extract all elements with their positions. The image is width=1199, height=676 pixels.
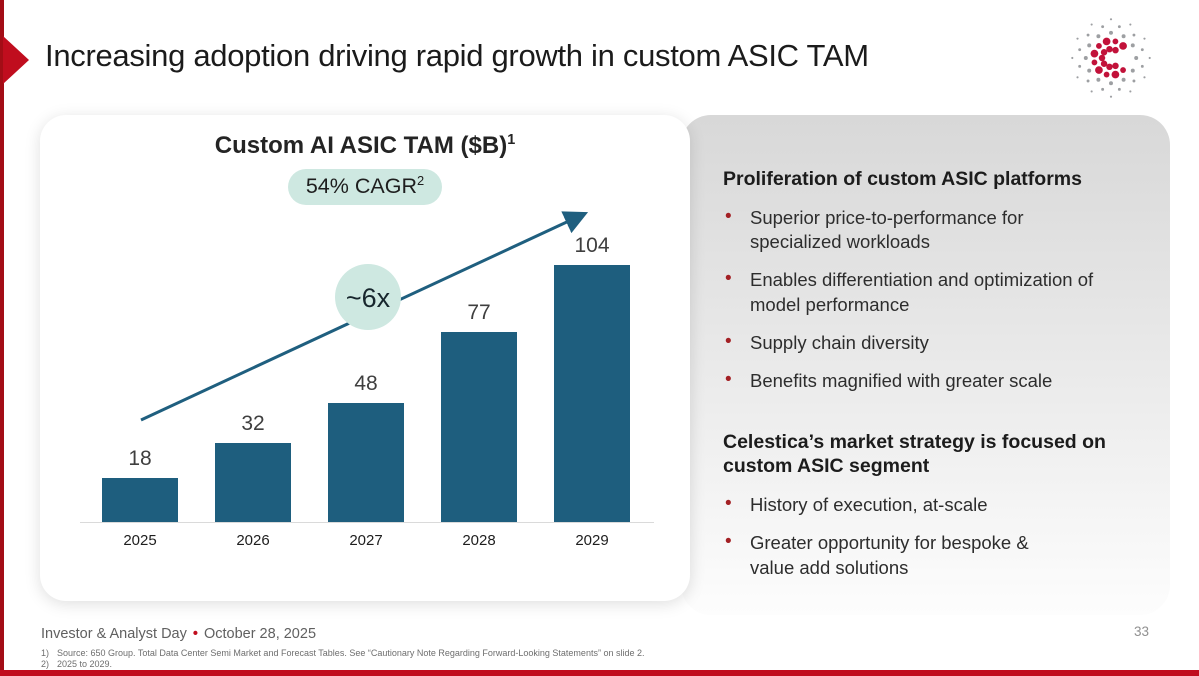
bar-2027 [328,403,404,522]
left-accent-bar [0,0,4,676]
bar-value-label: 77 [467,301,491,324]
celestica-logo [1071,18,1151,98]
bullet-item: History of execution, at-scale [723,492,1115,517]
bar-value-label: 104 [574,234,610,257]
cagr-badge-row: 54% CAGR2 [40,169,690,206]
bullet-item: Enables differentiation and optimization… [723,267,1115,316]
growth-multiple-circle [335,264,401,330]
chart-title-text: Custom AI ASIC TAM ($B) [214,132,508,159]
slide-title: Increasing adoption driving rapid growth… [45,38,869,73]
footnote-number: 2) [41,659,50,669]
footnotes: 1) Source: 650 Group. Total Data Center S… [41,648,644,670]
cagr-badge-text: 54% CAGR [305,174,417,199]
growth-multiple-label: ~6x [346,283,391,313]
footnote-text: 2025 to 2029. [57,659,113,669]
x-tick-label: 2026 [236,532,270,549]
bar-value-label: 18 [128,447,152,470]
cagr-badge: 54% CAGR2 [287,169,443,206]
footer-event: Investor & Analyst Day [41,626,187,642]
x-tick-label: 2028 [462,532,496,549]
panel-section-platforms: Proliferation of custom ASIC platforms S… [723,167,1128,393]
footnote-number: 1) [41,648,50,658]
bullet-item: Superior price-to-performance for specia… [723,205,1115,254]
bar-2026 [215,443,291,522]
x-axis-line [80,522,654,523]
bullet-item: Supply chain diversity [723,330,1115,355]
footnote: 1) Source: 650 Group. Total Data Center S… [41,648,644,659]
panel-section-strategy: Celestica’s market strategy is focused o… [723,430,1128,580]
insights-panel: Proliferation of custom ASIC platforms S… [681,115,1170,615]
bar-2025 [102,478,178,522]
chart-title-footnote-ref: 1 [507,132,516,148]
bottom-accent-bar [0,670,1199,676]
footer: Investor & Analyst Day • October 28, 2025 [41,626,316,642]
bullet-item: Greater opportunity for bespoke & value … [723,530,1053,579]
footer-separator-dot: • [192,626,198,642]
x-tick-label: 2029 [575,532,609,549]
bar-2028 [441,332,517,522]
x-tick-label: 2027 [349,532,383,549]
cagr-badge-footnote-ref: 2 [416,173,425,188]
x-tick-label: 2025 [123,532,157,549]
red-chevron-icon [3,36,29,84]
footnote: 2) 2025 to 2029. [41,659,644,670]
chart-card: Custom AI ASIC TAM ($B)1 54% CAGR2 18 202… [40,115,690,601]
footnote-text: Source: 650 Group. Total Data Center Sem… [57,648,645,658]
chart-title: Custom AI ASIC TAM ($B)1 [40,132,690,160]
footer-date: October 28, 2025 [203,626,317,642]
section-heading: Celestica’s market strategy is focused o… [723,430,1106,478]
section-heading: Proliferation of custom ASIC platforms [723,168,1082,190]
bullet-list: Superior price-to-performance for specia… [723,205,1128,393]
bullet-item: Benefits magnified with greater scale [723,368,1115,393]
bullet-list: History of execution, at-scale Greater op… [723,492,1128,579]
bar-2029 [554,265,630,522]
page-number: 33 [1134,624,1150,639]
bar-value-label: 32 [241,412,265,435]
bar-value-label: 48 [354,372,378,395]
